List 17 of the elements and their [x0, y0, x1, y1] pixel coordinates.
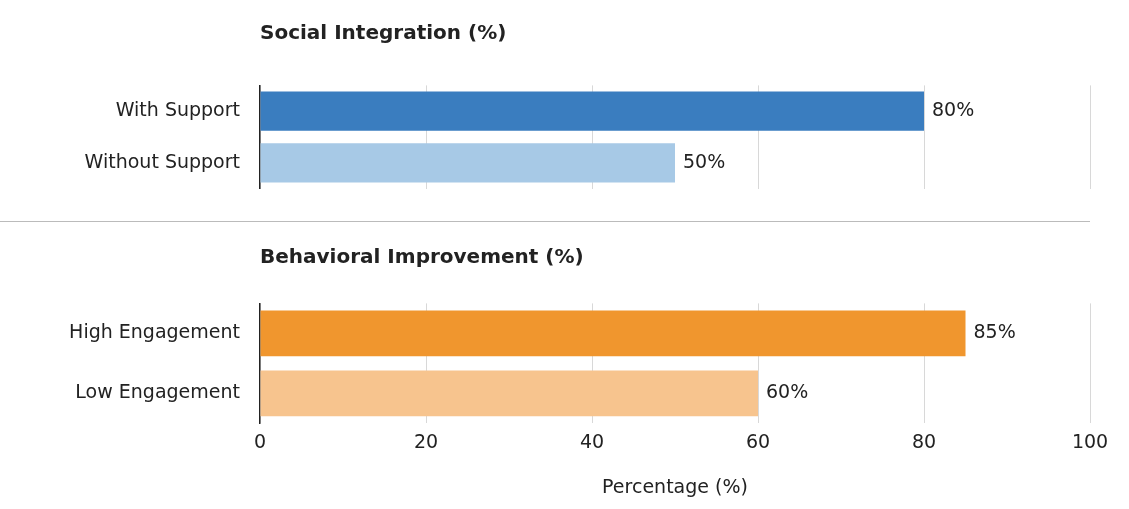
y-tick-label: With Support [115, 98, 240, 121]
data-label: 60% [766, 380, 809, 403]
y-tick-label: Without Support [84, 149, 240, 172]
y-tick-label: High Engagement [69, 320, 240, 343]
x-tick-label: 40 [579, 429, 605, 452]
x-tick-label: 20 [413, 429, 439, 452]
x-axis-title: Percentage (%) [602, 474, 748, 497]
data-label: 85% [973, 320, 1016, 343]
chart-title: Social Integration (%) [260, 20, 507, 44]
x-tick-label: 80 [911, 429, 937, 452]
data-label: 80% [932, 98, 975, 121]
chart-title: Behavioral Improvement (%) [260, 244, 584, 268]
data-label: 50% [683, 149, 726, 172]
x-tick-label: 0 [253, 429, 267, 452]
x-tick-label: 60 [745, 429, 771, 452]
x-tick-label: 100 [1071, 429, 1109, 452]
y-tick-label: Low Engagement [75, 380, 240, 403]
